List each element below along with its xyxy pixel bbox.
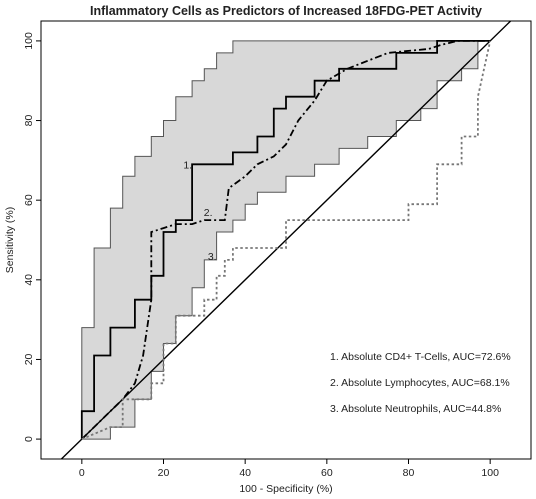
y-tick-label: 80 — [23, 115, 35, 127]
x-axis-label: 100 - Specificity (%) — [239, 483, 332, 495]
plot-frame — [40, 20, 532, 460]
legend-entry-lymphocytes: 2. Absolute Lymphocytes, AUC=68.1% — [330, 377, 510, 389]
y-tick-label: 0 — [23, 436, 35, 442]
y-tick-label: 60 — [23, 194, 35, 206]
legend: 1. Absolute CD4+ T-Cells, AUC=72.6% 2. A… — [330, 351, 511, 415]
y-tick-label: 40 — [23, 274, 35, 286]
confidence-band-upper — [81, 40, 491, 412]
curve-label-1: 1. — [183, 159, 192, 171]
roc-curve-lymphocytes — [81, 40, 491, 440]
x-tick-label: 0 — [79, 467, 85, 479]
y-axis-label: Sensitivity (%) — [4, 207, 16, 274]
plot-area: 1. 2. 3. — [60, 21, 512, 459]
curve-label-3: 3. — [208, 251, 217, 263]
roc-curve-neutrophils — [81, 40, 492, 440]
x-tick-label: 80 — [403, 467, 415, 479]
legend-entry-cd4: 1. Absolute CD4+ T-Cells, AUC=72.6% — [330, 351, 511, 363]
reference-diagonal — [60, 21, 512, 459]
chart-title: Inflammatory Cells as Predictors of Incr… — [90, 4, 482, 18]
confidence-band-lower — [81, 40, 491, 440]
x-tick-label: 40 — [239, 467, 251, 479]
confidence-band — [81, 40, 491, 440]
y-tick-label: 20 — [23, 353, 35, 365]
legend-entry-neutrophils: 3. Absolute Neutrophils, AUC=44.8% — [330, 403, 501, 415]
x-tick-label: 60 — [321, 467, 333, 479]
curve-label-2: 2. — [204, 207, 213, 219]
y-tick-label: 100 — [23, 32, 35, 50]
x-tick-label: 20 — [158, 467, 170, 479]
axes: 0 20 40 60 80 100 0 20 40 60 80 100 — [23, 20, 532, 479]
x-tick-label: 100 — [481, 467, 499, 479]
